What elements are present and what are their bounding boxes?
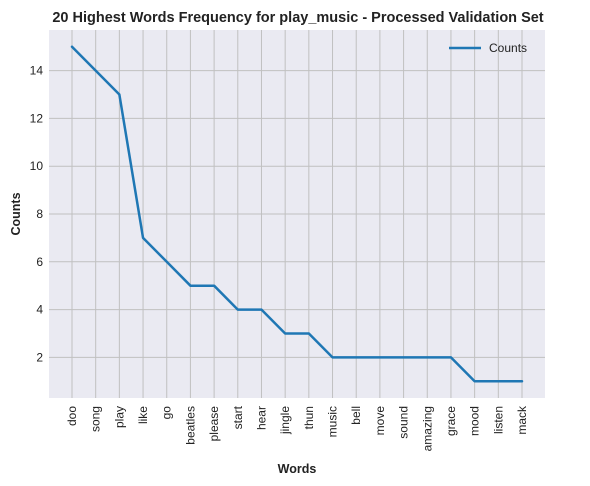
chart-title: 20 Highest Words Frequency for play_musi… [52,10,543,26]
y-tick-label: 4 [36,303,43,317]
y-axis-label: Counts [9,192,23,235]
x-tick-label: go [160,406,174,420]
grid-lines [49,30,545,398]
legend-label-counts: Counts [489,41,527,55]
x-tick-label: music [326,406,340,437]
x-tick-label: start [231,405,245,429]
y-tick-label: 14 [30,64,44,78]
x-tick-label: hear [254,406,268,430]
x-tick-label: listen [491,406,505,434]
y-tick-label: 12 [30,111,44,125]
y-tick-label: 2 [36,350,43,364]
y-tick-label: 8 [36,207,43,221]
legend: Counts [449,41,527,55]
x-tick-label: thun [302,406,316,429]
y-tick-label: 10 [30,159,44,173]
y-tick-label: 6 [36,255,43,269]
y-axis-ticks: 2 4 6 8 10 12 14 [30,64,44,365]
series-line-counts [70,45,524,383]
x-tick-label: beatles [183,406,197,445]
x-axis-label: Words [278,462,317,476]
x-tick-label: amazing [420,406,434,451]
x-tick-label: mack [515,405,529,435]
x-tick-label: play [112,406,126,428]
x-tick-label: grace [444,406,458,436]
x-tick-label: doo [65,406,79,426]
x-tick-label: jingle [278,406,292,435]
x-tick-label: move [373,406,387,436]
x-tick-label: mood [468,406,482,436]
x-tick-label: please [207,406,221,442]
x-tick-label: bell [349,406,363,425]
x-tick-label: song [89,406,103,432]
x-axis-ticks: doo song play like go beatles please start hear j… [65,405,529,451]
x-tick-label: sound [397,406,411,439]
x-tick-label: like [136,406,150,424]
